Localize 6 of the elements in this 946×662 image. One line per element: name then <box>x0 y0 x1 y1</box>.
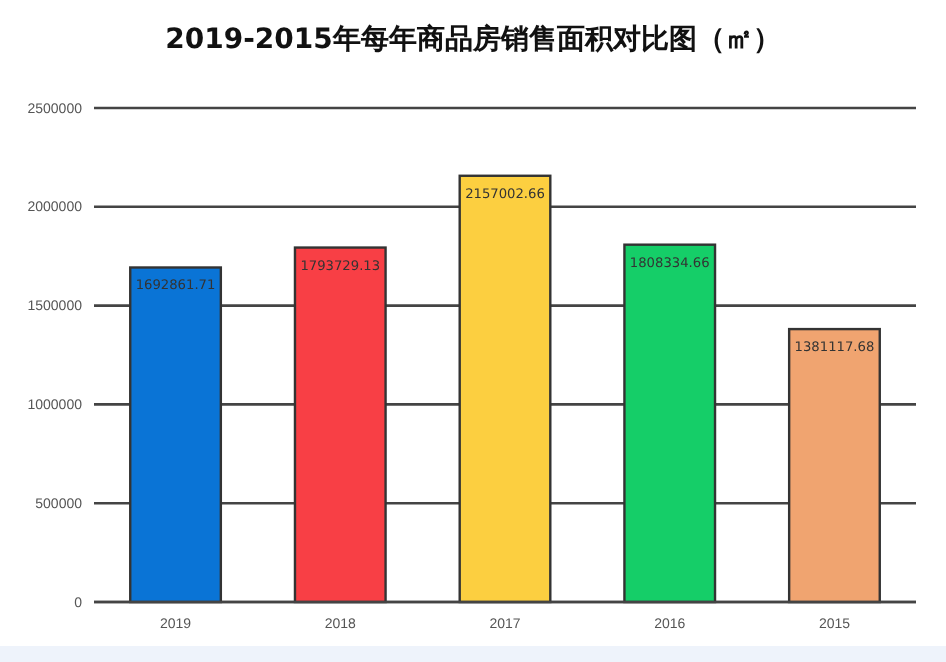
bar <box>293 246 387 604</box>
bar <box>623 243 717 604</box>
bar <box>458 174 552 604</box>
bar <box>787 327 881 604</box>
bar <box>129 266 223 604</box>
chart-title: 2019-2015年每年商品房销售面积对比图（㎡） <box>165 22 781 56</box>
